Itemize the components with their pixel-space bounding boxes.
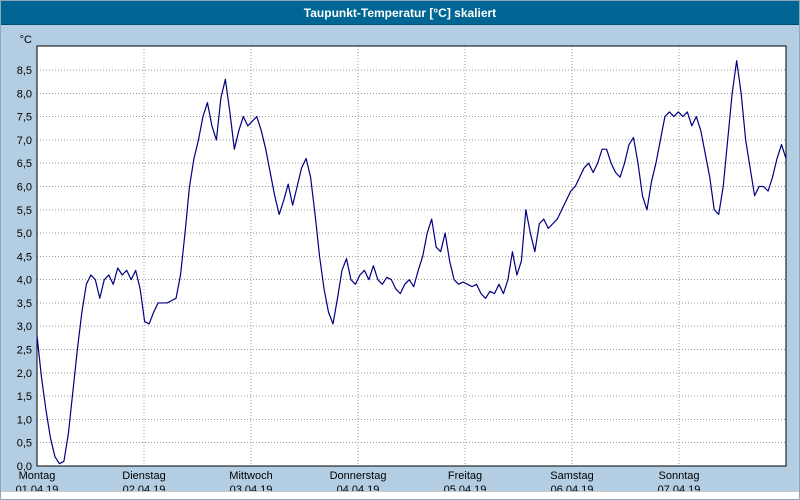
x-tick-date-label: 05.04.19: [444, 484, 487, 491]
y-tick-label: 1,0: [17, 414, 32, 426]
chart-title-bar: Taupunkt-Temperatur [°C] skaliert: [1, 1, 799, 25]
y-tick-label: 1,5: [17, 391, 32, 403]
x-tick-day-label: Freitag: [448, 470, 482, 482]
x-tick-date-label: 01.04.19: [16, 484, 59, 491]
y-tick-label: 7,0: [17, 135, 32, 147]
x-tick-date-label: 07.04.19: [658, 484, 701, 491]
x-tick-day-label: Montag: [19, 470, 56, 482]
x-tick-day-label: Mittwoch: [229, 470, 272, 482]
y-tick-label: 5,0: [17, 228, 32, 240]
y-tick-label: 8,0: [17, 88, 32, 100]
x-tick-day-label: Sonntag: [659, 470, 700, 482]
y-tick-label: 2,5: [17, 345, 32, 357]
y-axis-unit-label: °C: [20, 34, 32, 46]
line-chart: 0,0 0,5 1,0 1,5 2,0 2,5 3,0 3,5 4,0 4,5 5,0 5,5 6,0 6…: [16, 34, 787, 491]
y-tick-label: 4,5: [17, 251, 32, 263]
y-tick-label: 8,5: [17, 65, 32, 77]
series-line: [36, 60, 787, 465]
x-tick-date-label: 02.04.19: [123, 484, 166, 491]
y-tick-label: 6,0: [17, 181, 32, 193]
y-tick-label: 3,0: [17, 321, 32, 333]
y-tick-label: 5,5: [17, 205, 32, 217]
y-tick-label: 7,5: [17, 112, 32, 124]
y-tick-label: 6,5: [17, 158, 32, 170]
y-tick-label: 4,0: [17, 275, 32, 287]
x-tick-day-label: Donnerstag: [330, 470, 387, 482]
y-tick-label: 3,5: [17, 298, 32, 310]
x-tick-day-label: Samstag: [550, 470, 593, 482]
y-tick-label: 0,5: [17, 438, 32, 450]
y-tick-label: 0,0: [17, 461, 32, 473]
bottom-strip: [1, 491, 799, 499]
y-tick-label: 2,0: [17, 368, 32, 380]
x-tick-date-label: 03.04.19: [230, 484, 273, 491]
x-tick-day-label: Dienstag: [122, 470, 165, 482]
chart-area: 0,0 0,5 1,0 1,5 2,0 2,5 3,0 3,5 4,0 4,5 5,0 5,5 6,0 6…: [1, 25, 799, 491]
x-tick-date-label: 06.04.19: [551, 484, 594, 491]
chart-title: Taupunkt-Temperatur [°C] skaliert: [303, 5, 497, 20]
x-tick-date-label: 04.04.19: [337, 484, 380, 491]
plot-border: [36, 45, 787, 467]
